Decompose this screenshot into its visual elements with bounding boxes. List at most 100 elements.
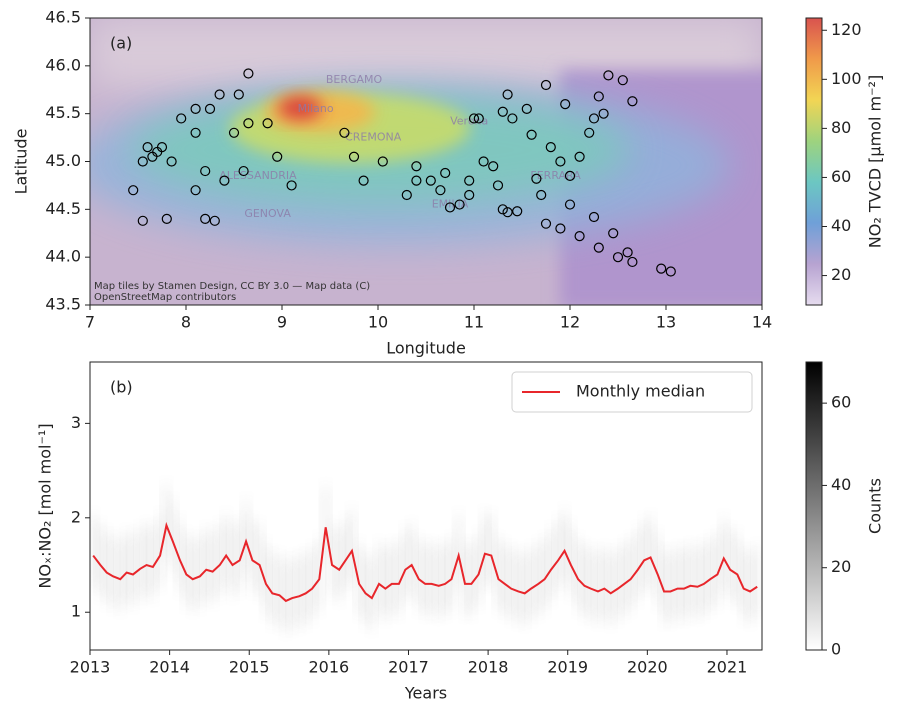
density-shade [694,547,701,617]
x-tick-label: 2020 [627,658,668,677]
colorbar-tick-label: 20 [831,265,851,284]
density-shade [561,511,568,581]
attribution: Map tiles by Stamen Design, CC BY 3.0 — … [94,281,370,292]
density-shade [700,544,707,614]
density-shade [680,549,687,619]
y-tick-label: 1 [71,602,81,621]
density-layer [90,485,761,631]
density-shade [428,544,435,614]
density-shade [157,516,164,586]
density-shade [734,534,741,604]
density-shade [707,539,714,609]
density-shade [348,511,355,581]
density-shade [641,520,648,590]
colorbar-tick-label: 20 [831,557,851,576]
density-shade [408,525,415,595]
x-tick-label: 2015 [229,658,270,677]
x-tick-label: 8 [181,313,191,332]
density-shade [468,544,475,614]
density-shade [601,549,608,619]
density-shade [203,530,210,600]
x-tick-label: 7 [85,313,95,332]
x-tick-label: 2018 [468,658,509,677]
density-shade [508,549,515,619]
density-shade [587,549,594,619]
y-tick-label: 46.5 [45,8,81,27]
density-shade [129,534,136,604]
density-shade [243,501,250,571]
density-shade [515,551,522,621]
y-tick-label: 3 [71,413,81,432]
y-tick-label: 44.0 [45,247,81,266]
legend-label: Monthly median [576,382,705,401]
density-shade [422,544,429,614]
density-shade [548,530,555,600]
colorbar-tick-label: 60 [831,167,851,186]
figure: 789101112131443.544.044.545.045.546.046.… [0,0,901,706]
density-shade [103,533,110,603]
panel-label: (b) [110,378,133,397]
density-shade [388,544,395,614]
x-tick-label: 2013 [70,658,111,677]
density-shade [189,539,196,609]
density-shade [137,529,144,599]
map-label: BERGAMO [326,73,383,86]
density-shade [667,551,674,621]
density-shade [481,514,488,584]
density-shade [110,536,117,606]
colorbar-tick-label: 60 [831,393,851,412]
colorbar-label: NO₂ TVCD [μmol m⁻²] [866,75,885,248]
density-shade [594,551,601,621]
density-shade [209,532,216,602]
map-label: EMILIA [432,198,469,211]
y-tick-label: 46.0 [45,55,81,74]
x-tick-label: 2017 [388,658,429,677]
density-shade [442,544,449,614]
y-tick-label: 2 [71,507,81,526]
colorbar-tick-label: 80 [831,118,851,137]
x-tick-label: 10 [368,313,388,332]
density-shade [402,530,409,600]
x-axis-label: Years [404,684,447,703]
density-shade [143,525,150,595]
x-tick-label: 13 [656,313,676,332]
x-tick-label: 9 [277,313,287,332]
density-shade [607,553,614,623]
density-shade [276,555,283,625]
density-shade [309,549,316,619]
map-background [70,18,780,310]
colorbar [806,18,822,305]
x-axis-label: Longitude [386,339,466,358]
colorbar-tick-label: 120 [831,20,862,39]
x-tick-label: 2014 [149,658,190,677]
density-shade [528,549,535,619]
density-shade [123,533,130,603]
density-shade [754,547,761,617]
density-shade [376,544,383,614]
attribution: OpenStreetMap contributors [94,292,236,303]
y-tick-label: 43.5 [45,295,81,314]
density-shade [163,485,170,555]
density-shade [356,544,363,614]
density-shade [501,544,508,614]
density-shade [282,561,289,631]
y-tick-label: 45.5 [45,103,81,122]
colorbar-label: Counts [866,478,885,534]
y-tick-label: 44.5 [45,199,81,218]
density-shade [488,516,495,586]
density-shade [621,544,628,614]
x-tick-label: 11 [464,313,484,332]
panel-label: (a) [110,34,132,53]
x-tick-label: 2021 [707,658,748,677]
map-label: FERRARA [530,169,581,182]
density-shade [627,539,634,609]
density-shade [455,516,462,586]
density-shade [117,539,124,609]
density-shade [614,549,621,619]
density-shade [223,516,230,586]
density-shade [435,546,442,616]
density-shade [90,516,97,586]
density-shade [647,517,654,587]
density-shade [535,544,542,614]
map-label: GENOVA [244,207,291,220]
